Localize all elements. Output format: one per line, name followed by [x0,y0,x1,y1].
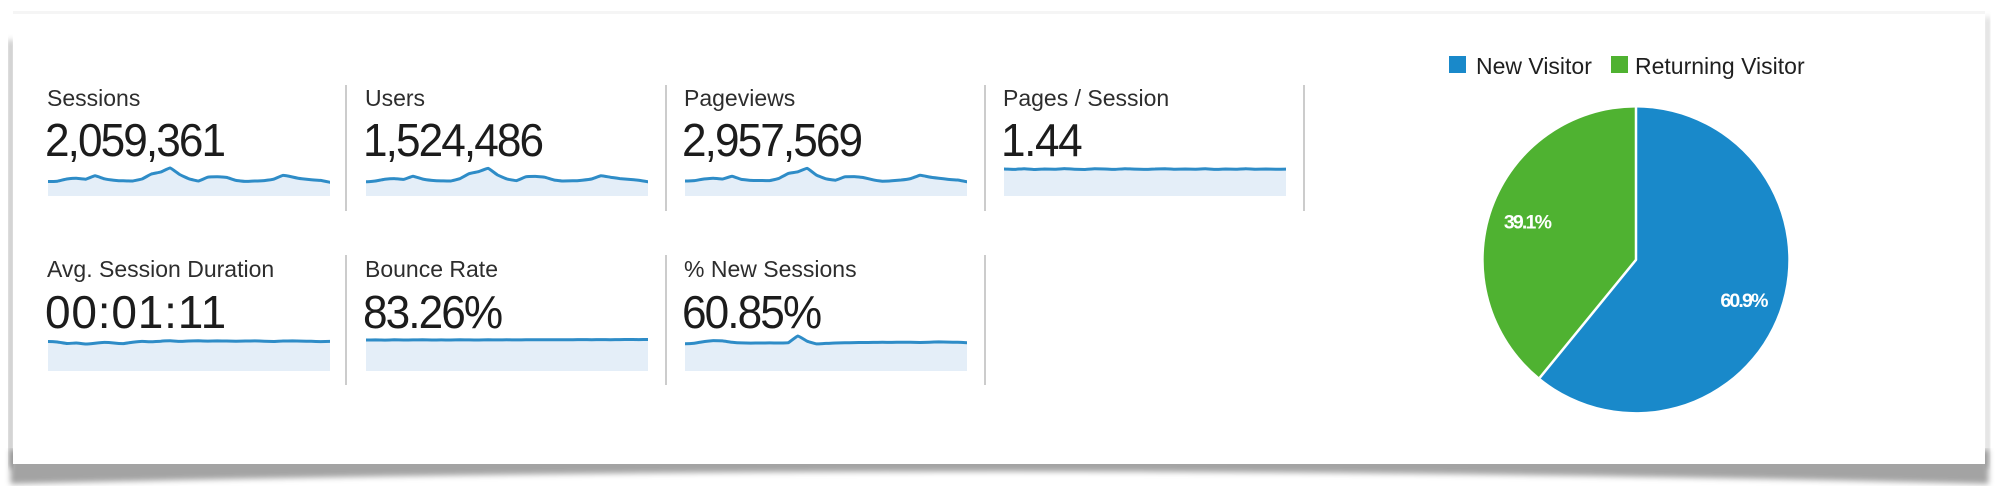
svg-text:39.1%: 39.1% [1504,211,1552,233]
svg-text:60.9%: 60.9% [1720,290,1768,312]
